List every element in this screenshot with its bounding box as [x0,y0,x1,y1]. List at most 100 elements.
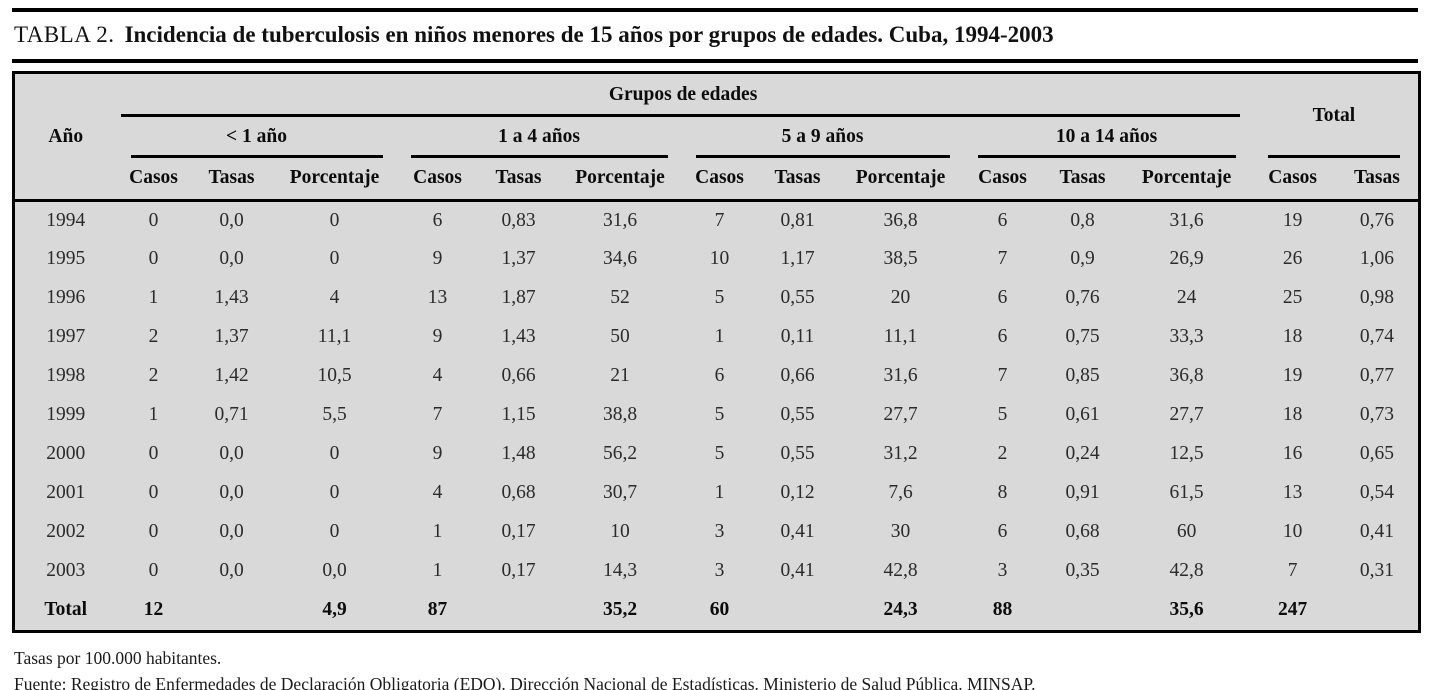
table-cell: 19 [1282,209,1303,231]
table-cell: 1,43 [214,287,249,308]
table-row: 1997 2 1,37 11,1 9 1,43 50 1 0,11 11,1 6 0,75 33,3 18… [14,318,1420,357]
table-cell: 1,87 [501,287,536,308]
table-body: 1994 0 0,0 0 6 0,83 31,6 7 0,81 36,8 6 0,8 31,6 19 0,7… [14,201,1420,632]
table-cell: 10,5 [317,365,352,386]
table-cell: 0,66 [501,365,536,386]
col-header-total-casos: Casos [1249,157,1336,202]
table-cell: 0,41 [1359,521,1394,542]
table-cell: 0,75 [1065,326,1100,347]
table-cell: 247 [1278,599,1308,621]
table-cell: 27,7 [1169,404,1204,425]
table-cell: 0,55 [780,404,815,425]
table-row: 1998 2 1,42 10,5 4 0,66 21 6 0,66 31,6 7 0,85 36,8 19… [14,357,1420,396]
table-cell: 1,37 [214,326,249,347]
table-cell [479,591,559,632]
table-cell: 0,0 [219,482,244,503]
table-cell: 31,6 [1169,209,1204,231]
table-cell [1336,591,1420,632]
table-cell: 0,55 [780,287,815,308]
table-cell: 0 [148,482,159,503]
row-label: 1999 [46,404,86,425]
table-cell: 11,1 [317,326,352,347]
table-cell: 2 [148,365,159,386]
table-cell: 18 [1282,404,1303,425]
row-label: 1997 [46,326,86,347]
table-cell: 5 [714,404,725,425]
table-cell: 6 [432,209,443,231]
table-cell: 36,8 [1169,365,1204,386]
table-cell: 31,6 [883,365,918,386]
table-cell: 27,7 [883,404,918,425]
table-cell [191,591,273,632]
table-number-label: TABLA 2. [14,22,115,47]
table-cell: 35,2 [602,599,638,621]
col-header-porcentaje: Porcentaje [272,157,397,202]
row-label: 2003 [46,560,86,581]
table-cell: 21 [610,365,630,386]
table-cell: 6 [714,365,725,386]
col-header-porcentaje: Porcentaje [558,157,682,202]
col-header-tasas: Tasas [190,157,273,202]
table-cell: 10 [610,521,630,542]
table-cell: 0,91 [1065,482,1100,503]
table-cell: 0,68 [501,482,536,503]
table-cell: 0,0 [219,443,244,464]
table-row: 2003 0 0,0 0,0 1 0,17 14,3 3 0,41 42,8 3 0,35 42,8 7 0… [14,552,1420,591]
table-cell: 0,24 [1065,443,1100,464]
table-cell: 0 [148,521,159,542]
table-cell: 24 [1176,287,1197,308]
table-cell: 0,0 [219,560,244,581]
table-cell: 0 [329,521,340,542]
table-cell: 4 [432,365,443,386]
table-cell: 5,5 [322,404,347,425]
row-label: 2001 [46,482,86,503]
table-cell: 60 [1176,521,1197,542]
table-cell: 0,35 [1065,560,1100,581]
table-cell: 30,7 [602,482,638,503]
table-cell: 38,5 [883,248,918,269]
table-cell: 0,11 [780,326,815,347]
table-cell: 3 [997,560,1008,581]
table-cell: 14,3 [602,560,638,581]
col-header-tasas: Tasas [478,157,559,202]
table-cell [758,591,838,632]
age-group-under-1: < 1 año [117,117,397,158]
table-cell: 1,48 [501,443,536,464]
table-row: 2001 0 0,0 0 4 0,68 30,7 1 0,12 7,6 8 0,91 61,5 13 0,5… [14,474,1420,513]
table-cell: 26,9 [1169,248,1204,269]
table-cell: 0,41 [780,560,815,581]
table-cell: 1,37 [501,248,536,269]
table-cell: 1,06 [1359,248,1394,269]
table-cell: 0,76 [1359,209,1394,231]
age-group-1-4: 1 a 4 años [397,117,682,158]
table-cell: 1 [432,521,443,542]
col-header-tasas: Tasas [1041,157,1124,202]
table-cell: 0,54 [1359,482,1394,503]
table-cell: 0 [329,209,340,231]
table-cell: 16 [1282,443,1303,464]
table-cell: 1 [148,404,159,425]
table-cell: 31,6 [602,209,638,231]
table-cell: 12 [143,599,164,621]
table-cell: 0,83 [501,209,536,231]
table-cell: 0 [148,560,159,581]
table-cell: 0,66 [780,365,815,386]
age-group-10-14: 10 a 14 años [964,117,1250,158]
table-cell: 0 [148,209,159,231]
table-cell: 56,2 [602,443,638,464]
table-cell: 0,31 [1359,560,1394,581]
table-header: Año Grupos de edades Total < 1 año 1 a 4… [13,72,1420,202]
table-cell: 7 [997,248,1008,269]
footnotes: Tasas por 100.000 habitantes. Fuente: Re… [12,645,1418,690]
table-cell: 9 [432,248,443,269]
table-cell: 0 [329,482,340,503]
table-cell: 61,5 [1169,482,1204,503]
table-cell: 4,9 [322,599,347,621]
table-cell: 1 [432,560,443,581]
table-cell: 0,98 [1359,287,1394,308]
table-cell: 18 [1282,326,1303,347]
table-cell: 9 [432,326,443,347]
table-row: 2000 0 0,0 0 9 1,48 56,2 5 0,55 31,2 2 0,24 12,5 16 0,… [14,435,1420,474]
col-header-casos: Casos [963,157,1042,202]
